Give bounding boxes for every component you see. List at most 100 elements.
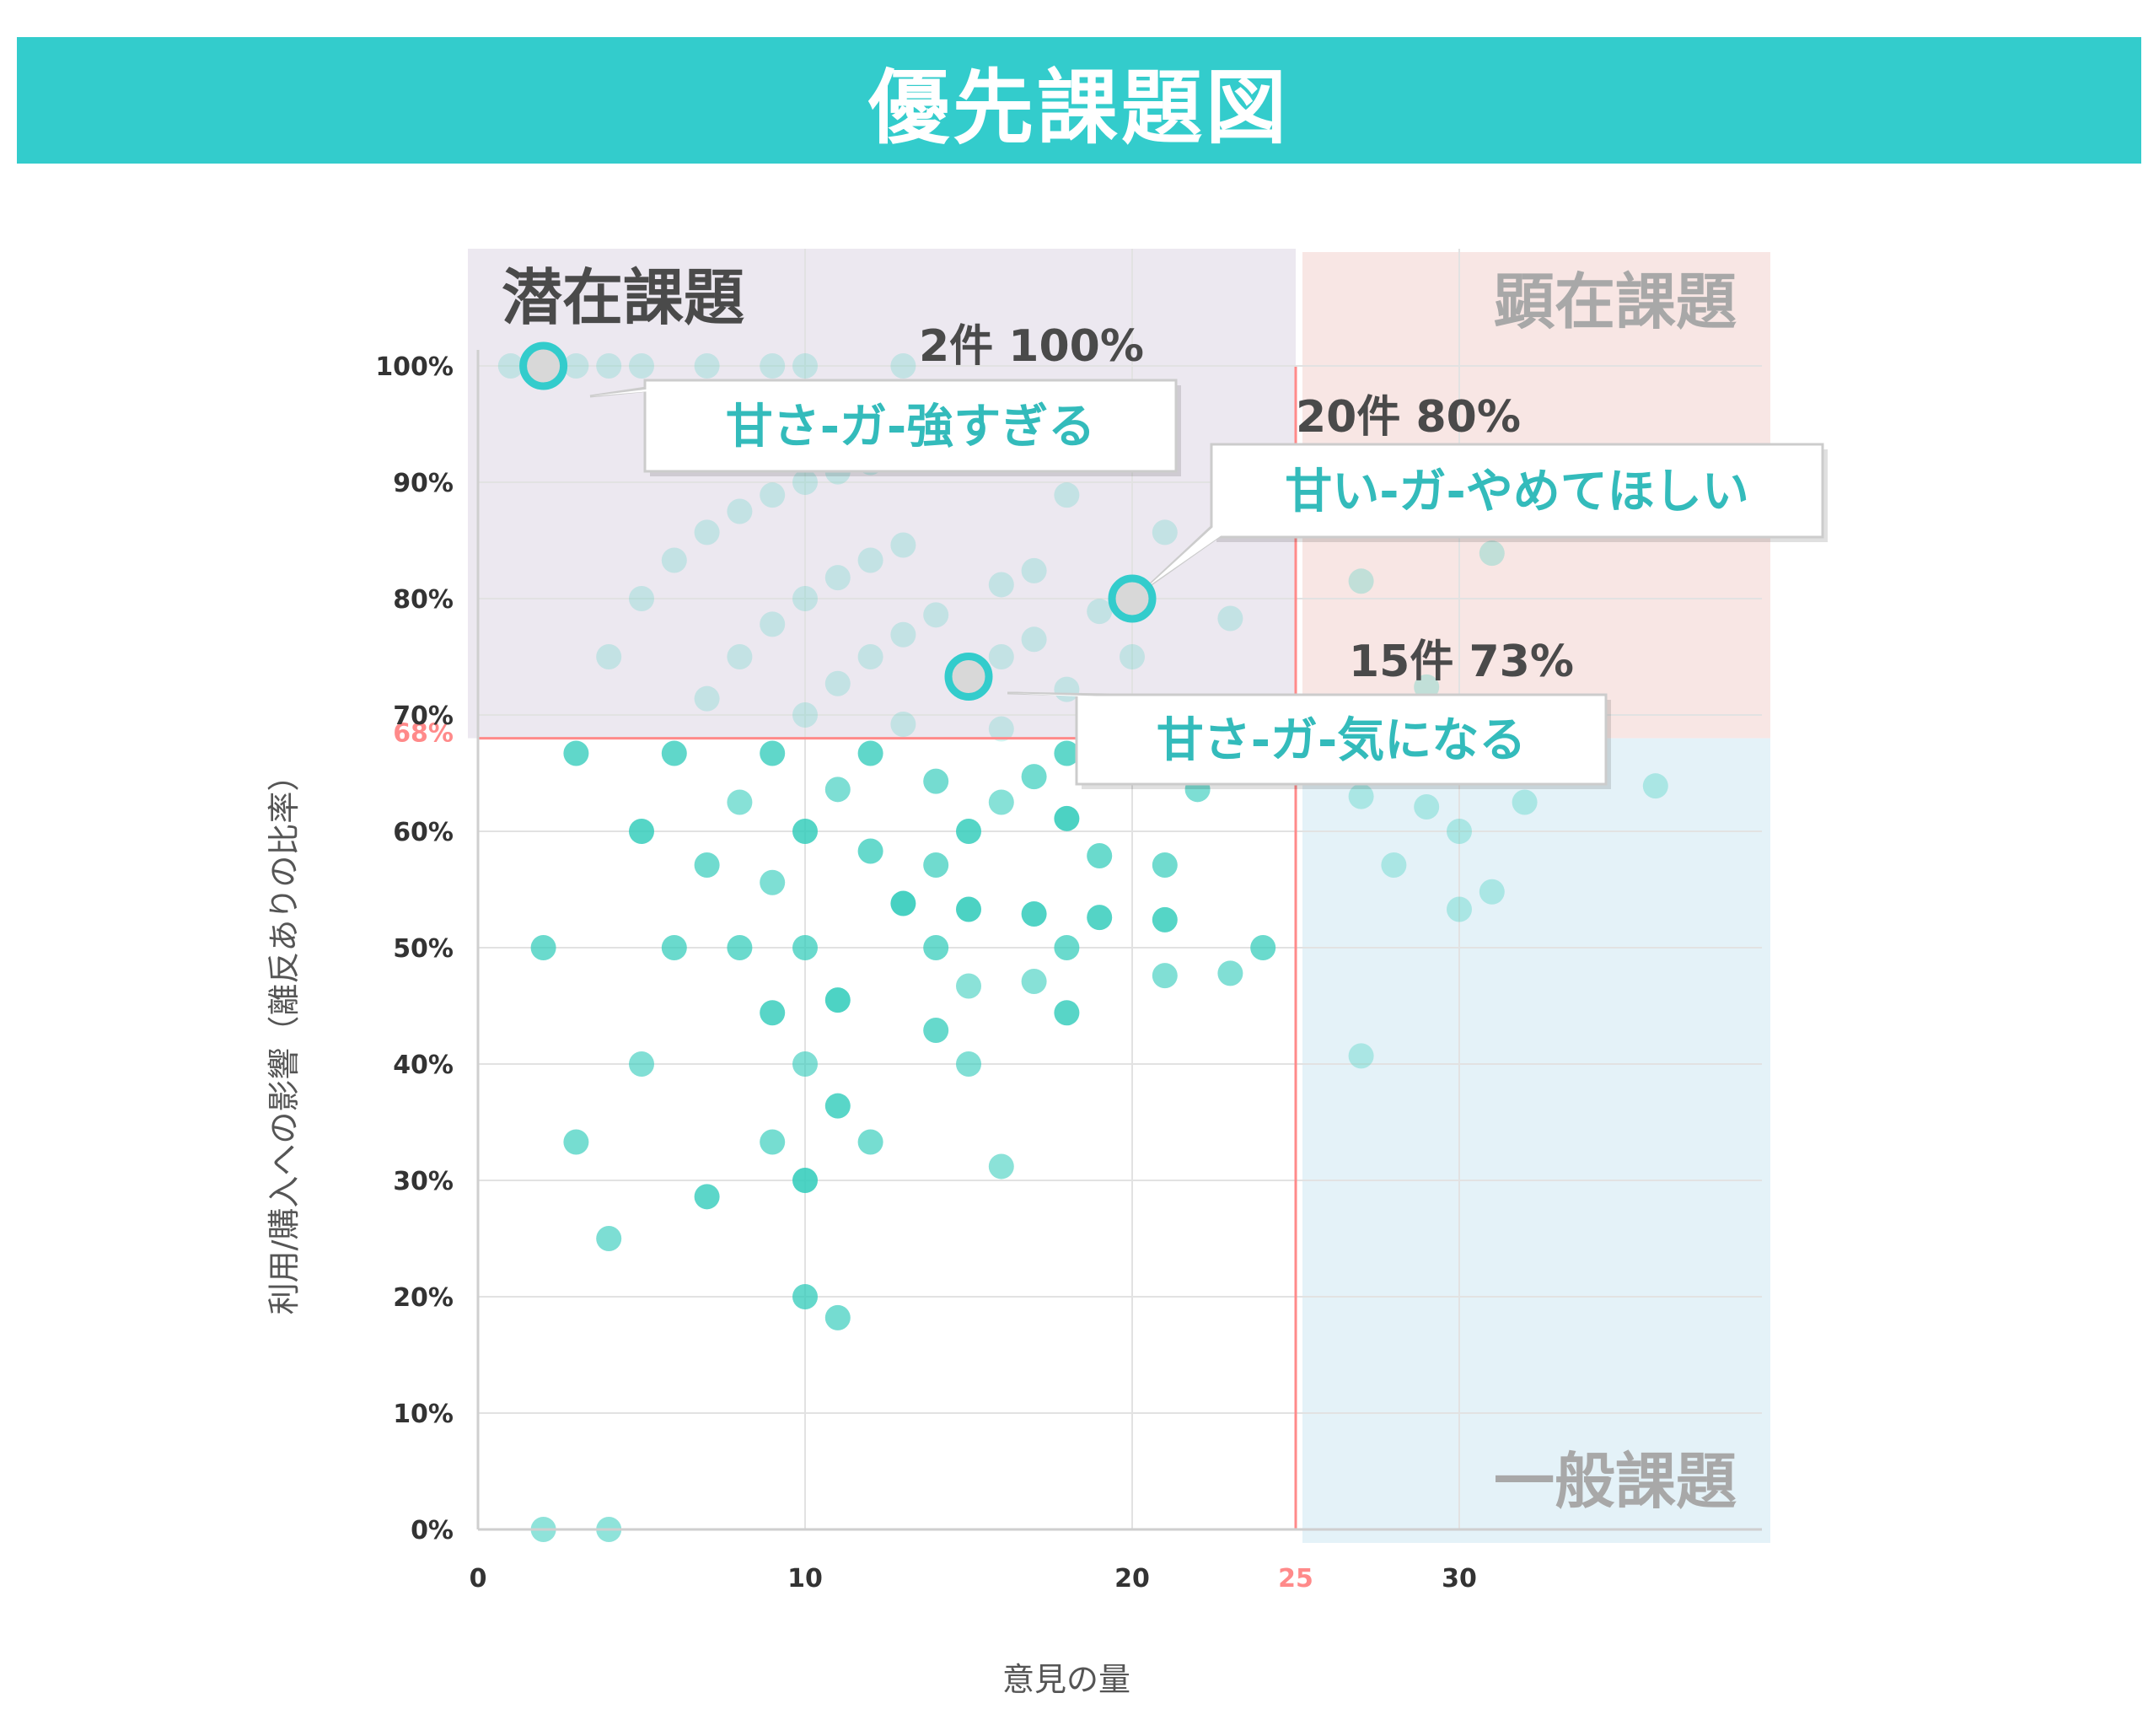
data-point — [923, 852, 949, 879]
callout-pointer-fill — [590, 384, 740, 396]
data-point — [1447, 896, 1472, 922]
data-point — [629, 353, 654, 379]
data-point — [530, 935, 556, 960]
x-tick-label: 10 — [787, 1564, 823, 1594]
data-point — [1021, 557, 1047, 583]
general-quadrant-bg — [1302, 738, 1770, 1543]
data-point — [824, 987, 851, 1013]
data-point — [1479, 540, 1505, 567]
data-point — [890, 621, 916, 648]
data-point — [1217, 960, 1243, 986]
data-point — [1087, 905, 1113, 931]
data-point — [596, 644, 622, 669]
data-point — [923, 1017, 949, 1043]
y-tick-label: 100% — [375, 352, 454, 382]
data-point — [727, 498, 753, 524]
data-point — [1642, 773, 1668, 799]
callout-box — [1075, 693, 1608, 786]
data-point — [596, 353, 622, 379]
data-point — [694, 685, 720, 712]
data-point — [1152, 906, 1178, 932]
y-axis-title: 利用/購入への影響（離反ありの比率） — [266, 760, 303, 1315]
y-tick-label: 80% — [393, 585, 454, 615]
y-tick-label: 68% — [393, 719, 454, 749]
data-point — [988, 1153, 1014, 1180]
data-point — [1348, 783, 1374, 809]
title-banner: 優先課題図 — [17, 37, 2141, 164]
data-point — [890, 890, 916, 916]
data-point — [563, 353, 589, 379]
data-point — [890, 712, 916, 738]
data-point — [792, 935, 818, 960]
latent-quadrant-bg — [468, 249, 1296, 739]
data-point — [1054, 740, 1080, 766]
data-point — [824, 670, 851, 696]
callout-pointer-fill — [1146, 448, 1347, 588]
data-point — [857, 838, 883, 864]
data-point — [1087, 599, 1113, 625]
x-tick-label: 0 — [470, 1564, 487, 1594]
data-point — [792, 586, 818, 611]
data-point — [727, 935, 753, 960]
data-point — [792, 819, 818, 844]
data-point — [1054, 805, 1080, 831]
data-point — [890, 353, 916, 379]
data-point — [694, 1184, 720, 1210]
data-point — [1021, 900, 1047, 927]
data-point — [1348, 1043, 1374, 1069]
y-tick-label: 60% — [393, 818, 454, 847]
data-point — [1054, 1000, 1080, 1026]
callout-label: 甘さ-ガ-気になる — [1157, 713, 1526, 768]
y-tick-label: 30% — [393, 1167, 454, 1196]
data-point — [1021, 969, 1047, 995]
data-point — [629, 1051, 654, 1077]
data-point — [956, 819, 981, 844]
data-point — [792, 1284, 818, 1309]
y-tick-label: 90% — [393, 469, 454, 498]
data-point — [1447, 819, 1472, 844]
data-point — [988, 572, 1014, 598]
data-point — [792, 353, 818, 379]
x-tick-label: 25 — [1278, 1564, 1313, 1594]
data-point — [824, 1304, 851, 1330]
data-point — [1021, 764, 1047, 790]
y-tick-label: 10% — [393, 1400, 454, 1429]
x-tick-label: 30 — [1442, 1564, 1477, 1594]
page-title: 優先課題図 — [868, 60, 1290, 155]
data-point — [956, 896, 981, 922]
y-tick-label: 50% — [393, 934, 454, 964]
data-point — [760, 1129, 786, 1155]
data-point — [792, 470, 818, 495]
quadrant-backgrounds — [468, 249, 1770, 1543]
data-point — [1414, 674, 1440, 700]
data-point — [694, 519, 720, 546]
x-axis-title: 意見の量 — [1002, 1661, 1130, 1698]
data-point — [988, 644, 1014, 669]
data-point — [661, 935, 687, 960]
data-point — [857, 1129, 883, 1155]
data-point — [956, 1051, 981, 1077]
data-point — [661, 547, 687, 573]
data-point — [694, 852, 720, 879]
callout-pointer-fill — [1007, 693, 1162, 698]
data-point — [890, 532, 916, 558]
y-tick-label: 0% — [411, 1516, 454, 1545]
highlighted-point — [1108, 574, 1157, 623]
data-point — [661, 740, 687, 766]
data-point — [824, 1093, 851, 1119]
data-point — [1054, 935, 1080, 960]
data-point — [923, 768, 949, 794]
callout-label: 甘さ-ガ-強すぎる — [726, 400, 1095, 454]
data-point — [792, 702, 818, 728]
x-tick-label: 20 — [1114, 1564, 1150, 1594]
data-point — [760, 611, 786, 637]
general-quadrant-label: 一般課題 — [1494, 1446, 1737, 1517]
data-point — [760, 1000, 786, 1026]
data-point — [1381, 852, 1407, 879]
data-point — [760, 740, 786, 766]
data-point — [1152, 519, 1178, 546]
callout-annotation: 2件 100% — [919, 321, 1144, 372]
data-point — [824, 565, 851, 591]
